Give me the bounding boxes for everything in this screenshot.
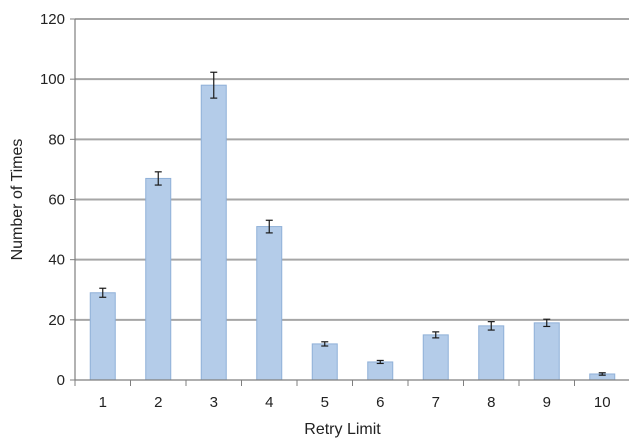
y-tick-label: 20 (48, 312, 65, 329)
bar-2 (145, 177, 172, 381)
x-tick-label: 5 (321, 394, 329, 411)
error-bars (99, 71, 606, 376)
bar-8 (478, 325, 505, 381)
error-bar-9 (543, 318, 551, 328)
x-tick-label: 10 (594, 394, 611, 411)
x-tick-label: 1 (99, 394, 107, 411)
y-tick-label: 120 (40, 11, 65, 28)
error-bar-2 (154, 171, 162, 186)
bar-1 (89, 292, 116, 381)
x-tick-label: 7 (432, 394, 440, 411)
x-tick-label: 8 (487, 394, 495, 411)
error-bar-8 (487, 321, 495, 331)
error-bar-3 (210, 71, 218, 99)
bar-3 (200, 84, 227, 381)
bar-7 (422, 334, 449, 381)
bar-9 (533, 322, 560, 381)
bars (89, 84, 616, 381)
error-bar-5 (321, 341, 329, 347)
x-tick-label: 3 (210, 394, 218, 411)
error-bar-4 (265, 219, 273, 234)
bar-4 (256, 226, 283, 381)
y-tick-label: 100 (40, 71, 65, 88)
x-tick-label: 9 (543, 394, 551, 411)
x-tick-label: 6 (376, 394, 384, 411)
y-axis-title: Number of Times (9, 139, 26, 261)
error-bar-1 (99, 287, 107, 298)
y-tick-label: 40 (48, 252, 65, 269)
error-bar-6 (376, 359, 384, 365)
x-axis-title: Retry Limit (304, 421, 381, 438)
x-tick-label: 2 (154, 394, 162, 411)
bar-5 (311, 343, 338, 381)
error-bar-10 (598, 372, 606, 376)
y-tick-label: 80 (48, 131, 65, 148)
tick-labels: 0 20 40 60 80 100 120 1 2 3 4 5 6 7 8 9 10 (40, 11, 611, 411)
error-bar-7 (432, 331, 440, 339)
bar-6 (367, 361, 394, 381)
y-tick-label: 0 (57, 372, 65, 389)
y-tick-label: 60 (48, 192, 65, 209)
axes (70, 18, 629, 386)
x-tick-label: 4 (265, 394, 273, 411)
